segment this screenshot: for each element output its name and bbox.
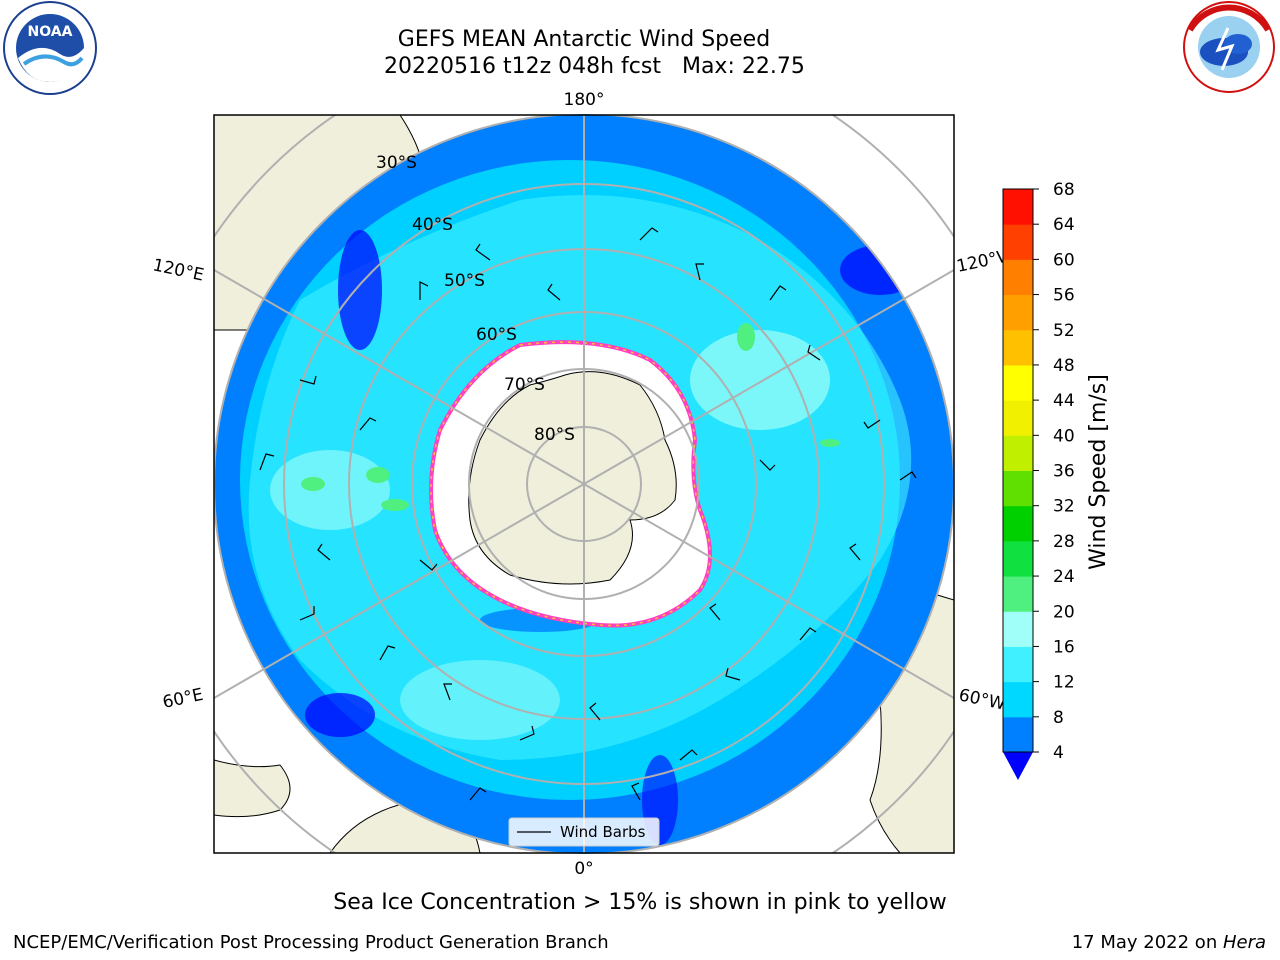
map-border — [213, 114, 955, 854]
colorbar-segment — [1003, 189, 1033, 225]
colorbar-tick-label: 20 — [1053, 602, 1075, 622]
colorbar-segment — [1003, 540, 1033, 577]
colorbar-segment — [1003, 329, 1033, 366]
colorbar-tick-label: 36 — [1053, 462, 1075, 482]
colorbar-segment — [1003, 716, 1033, 753]
colorbar-tick-label: 32 — [1053, 497, 1075, 517]
graticule — [214, 115, 954, 853]
lon-label-0: 0° — [574, 859, 593, 879]
colorbar-segment — [1003, 470, 1033, 507]
footer-date: 17 May 2022 on Hera — [1072, 932, 1266, 953]
colorbar-tick-label: 8 — [1053, 708, 1064, 728]
legend-label: Wind Barbs — [560, 823, 646, 841]
lon-label-120e: 120°E — [151, 255, 206, 285]
colorbar-tick-label: 12 — [1053, 673, 1075, 693]
colorbar-tick-label: 24 — [1053, 567, 1075, 587]
colorbar-segment — [1003, 505, 1033, 542]
colorbar-tick-label: 4 — [1053, 743, 1064, 763]
lon-label-180: 180° — [564, 90, 605, 110]
lat-label-80s: 80°S — [534, 425, 575, 445]
colorbar-under-arrow — [1003, 752, 1033, 780]
noaa-logo: NOAA — [3, 1, 97, 95]
colorbar-tick-label: 28 — [1053, 532, 1075, 552]
colorbar-segment — [1003, 576, 1033, 612]
colorbar-segment — [1003, 435, 1033, 471]
colorbar-segment — [1003, 400, 1033, 436]
colorbar-segment — [1003, 224, 1033, 260]
colorbar-tick-label: 40 — [1053, 426, 1075, 446]
colorbar-segment — [1003, 259, 1033, 296]
colorbar-segment — [1003, 364, 1033, 401]
lat-label-70s: 70°S — [504, 375, 545, 395]
map-legend: Wind Barbs — [508, 817, 660, 847]
colorbar-segment — [1003, 681, 1033, 718]
lat-label-30s: 30°S — [376, 153, 417, 173]
colorbar-segment — [1003, 294, 1033, 331]
noaa-logo-text: NOAA — [28, 24, 73, 40]
nws-logo — [1183, 1, 1275, 93]
chart-title: GEFS MEAN Antarctic Wind Speed — [397, 27, 771, 52]
colorbar-segment — [1003, 646, 1033, 683]
colorbar-tick-label: 68 — [1053, 180, 1075, 200]
wind-barbs — [259, 227, 917, 801]
colorbar-tick-label: 52 — [1053, 321, 1075, 341]
colorbar-tick-label: 64 — [1053, 215, 1075, 235]
chart-subtitle: 20220516 t12z 048h fcst Max: 22.75 — [384, 54, 805, 79]
colorbar-tick-label: 48 — [1053, 356, 1075, 376]
lat-label-50s: 50°S — [444, 271, 485, 291]
footer-date-text: 17 May 2022 on — [1071, 932, 1223, 953]
colorbar-segment — [1003, 611, 1033, 647]
colorbar-tick-label: 16 — [1053, 637, 1075, 657]
sea-ice-note: Sea Ice Concentration > 15% is shown in … — [333, 890, 947, 915]
colorbar-tick-label: 56 — [1053, 286, 1075, 306]
lat-label-60s: 60°S — [476, 325, 517, 345]
lat-label-40s: 40°S — [412, 215, 453, 235]
footer-host: Hera — [1222, 932, 1266, 953]
lon-label-60w: 60°W — [957, 685, 1007, 714]
colorbar-tick-label: 60 — [1053, 250, 1075, 270]
colorbar-tick-label: 44 — [1053, 391, 1075, 411]
colorbar-label: Wind Speed [m/s] — [1086, 374, 1111, 570]
footer-credit: NCEP/EMC/Verification Post Processing Pr… — [13, 932, 609, 953]
lon-label-60e: 60°E — [161, 685, 205, 713]
